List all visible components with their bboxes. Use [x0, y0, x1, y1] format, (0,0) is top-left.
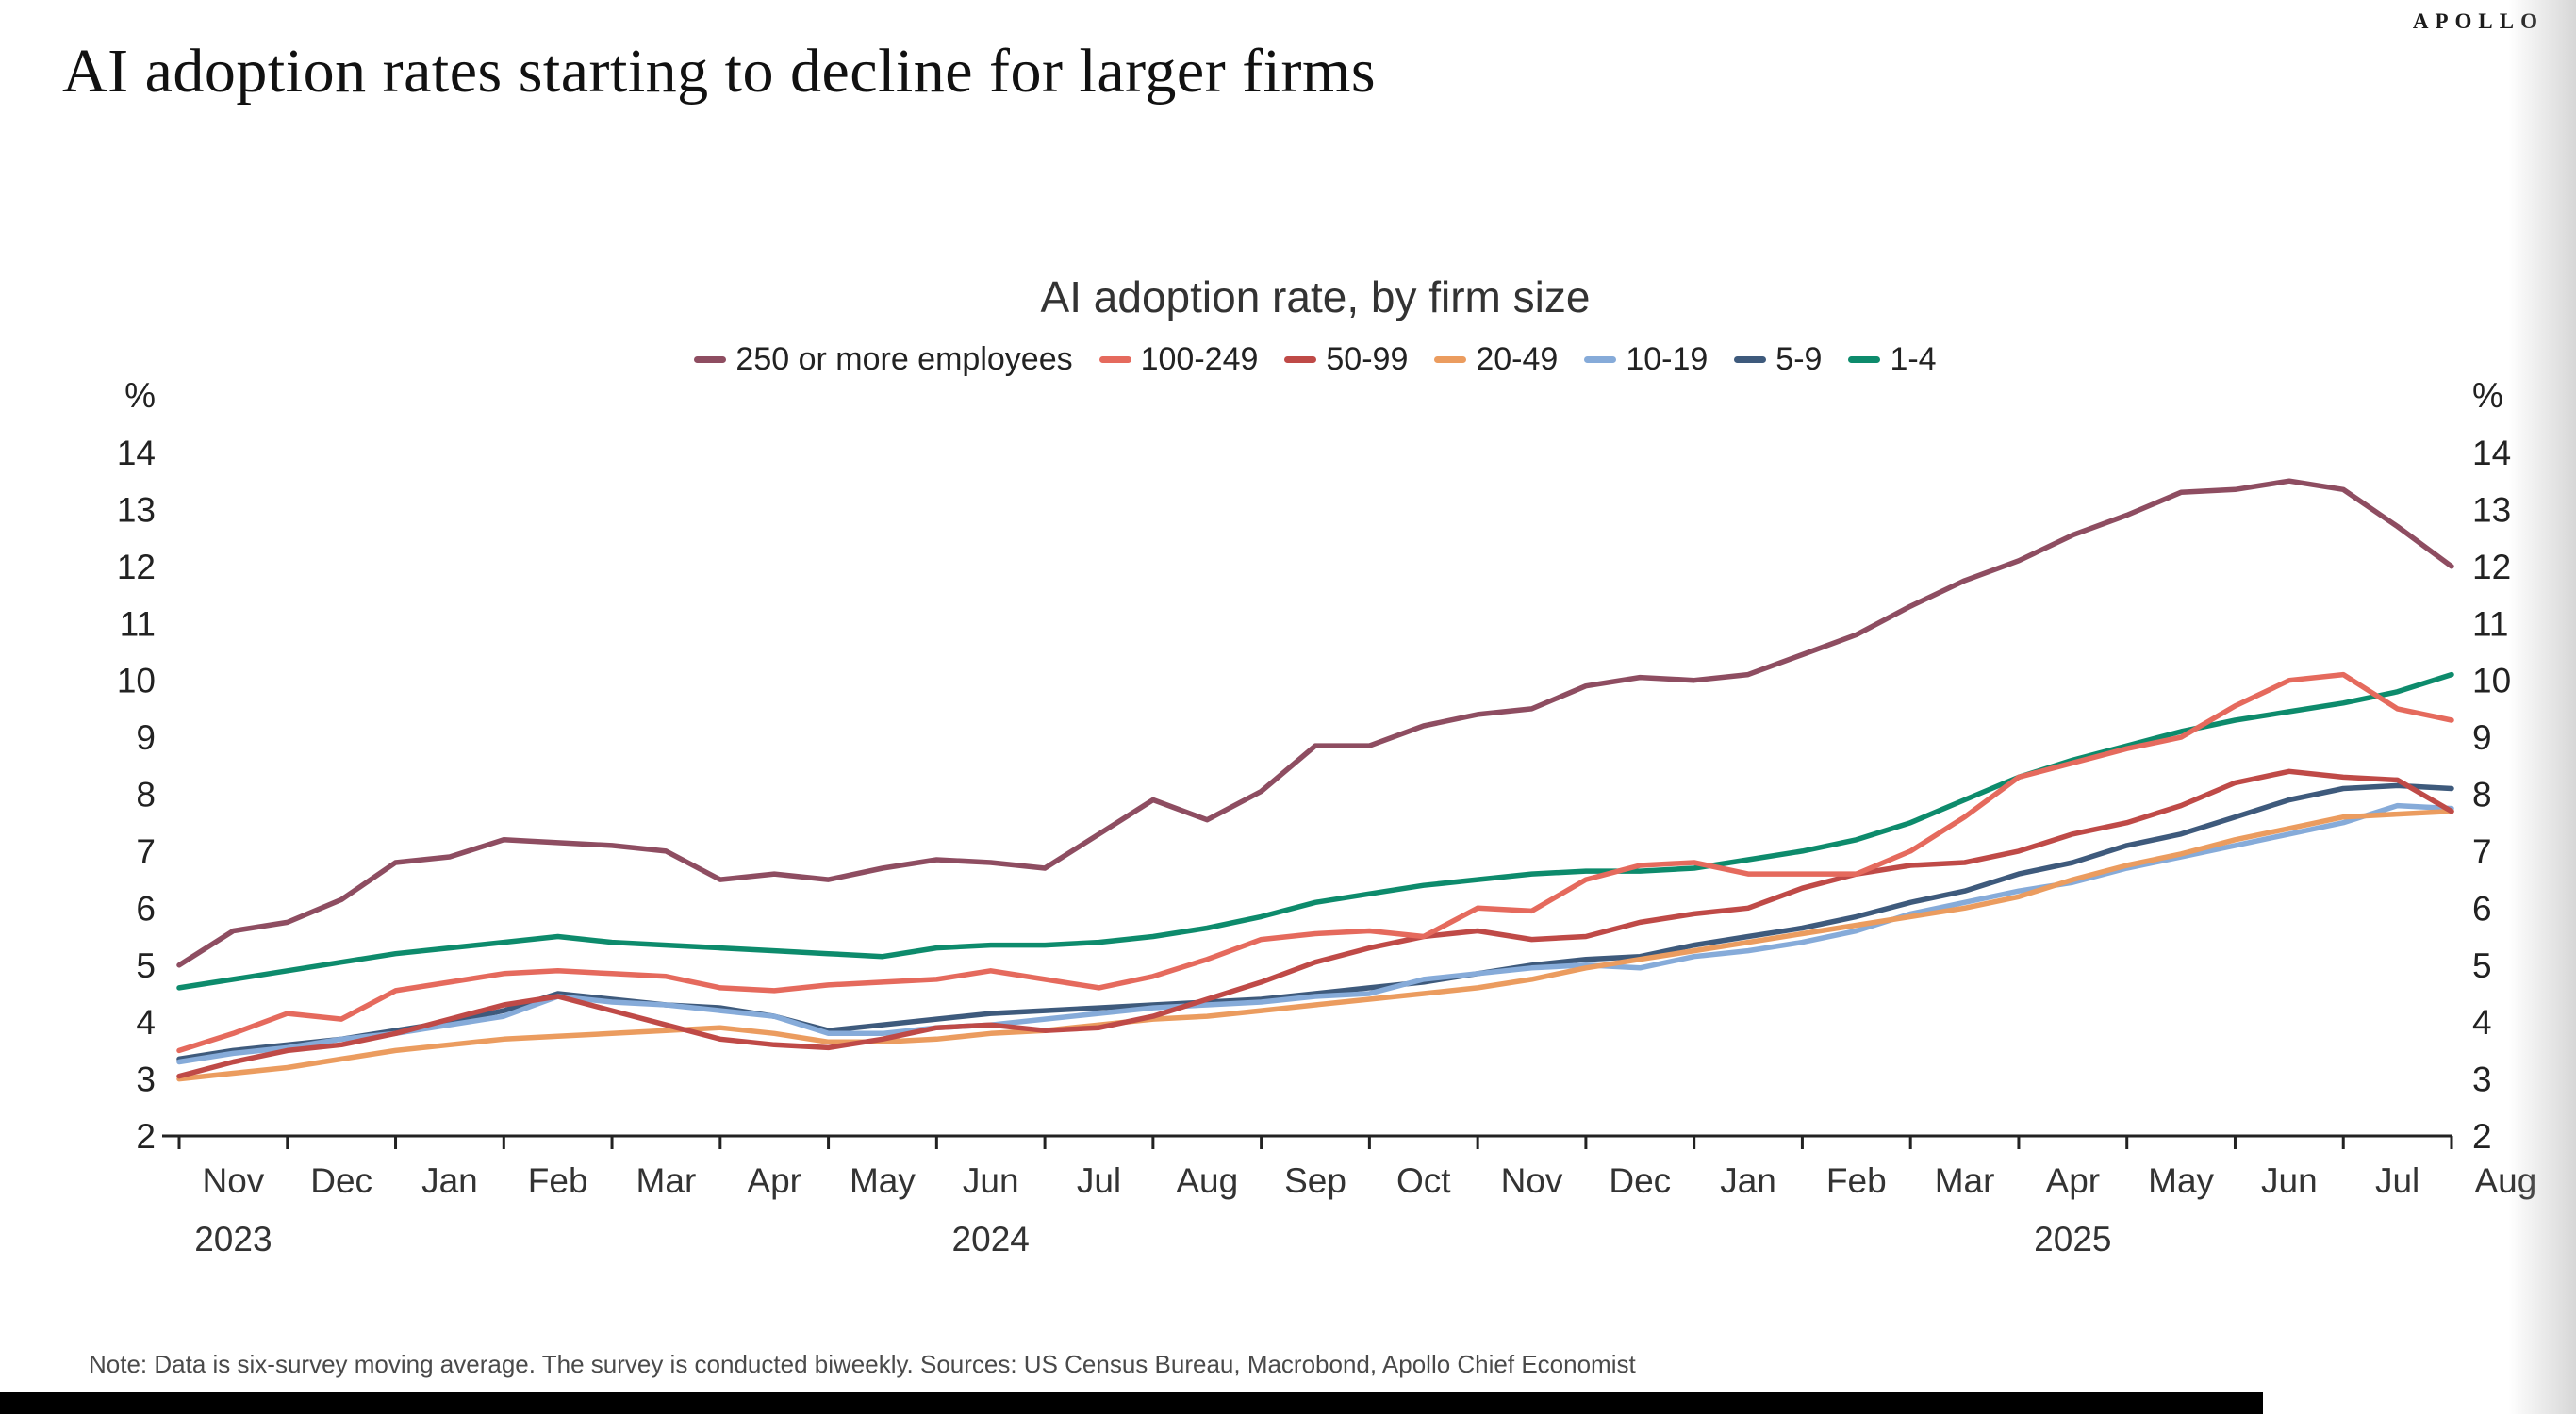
y-axis-label-right: 2	[2472, 1117, 2492, 1156]
x-axis-year-label: 2023	[194, 1220, 272, 1258]
y-axis-label-right: 8	[2472, 776, 2492, 814]
chart-title: AI adoption rate, by firm size	[1040, 272, 1591, 321]
legend-item: 50-99	[1284, 341, 1408, 378]
legend-swatch-icon	[1434, 356, 1467, 363]
y-axis-label-left: 12	[117, 548, 156, 586]
legend-swatch-icon	[1734, 356, 1767, 363]
series-line-250-or-more-employees	[176, 478, 2454, 968]
x-axis-year-label: 2024	[952, 1220, 1030, 1258]
legend-label: 250 or more employees	[735, 341, 1073, 377]
x-axis-month-label: Dec	[1609, 1161, 1671, 1200]
x-axis-month-label: Jul	[2375, 1161, 2419, 1200]
legend-label: 1-4	[1890, 341, 1937, 377]
legend-label: 100-249	[1140, 341, 1259, 377]
y-axis-label-right: 10	[2472, 662, 2511, 700]
x-axis-month-label: Feb	[528, 1161, 588, 1200]
x-axis-month-label: Jun	[963, 1161, 1019, 1200]
x-axis-month-label: Nov	[202, 1161, 264, 1200]
x-axis-month-label: Mar	[636, 1161, 697, 1200]
legend-swatch-icon	[694, 356, 727, 363]
y-axis-label-right: 9	[2472, 718, 2492, 757]
series-line-100-249	[176, 671, 2454, 1054]
y-axis-label-left: 4	[136, 1003, 156, 1042]
x-axis-month-label: Aug	[1176, 1161, 1238, 1200]
x-axis-month-label: Feb	[1826, 1161, 1887, 1200]
y-axis-label-right: 12	[2472, 548, 2511, 586]
legend-item: 250 or more employees	[694, 341, 1073, 378]
series-line-1-4	[176, 671, 2454, 991]
y-axis-label-left: 6	[136, 889, 156, 928]
x-axis-month-label: Jan	[1720, 1161, 1776, 1200]
x-axis-month-label: Oct	[1396, 1161, 1451, 1200]
bottom-bar	[0, 1392, 2263, 1414]
y-axis-label-right: 3	[2472, 1060, 2492, 1099]
x-axis-month-label: May	[2148, 1161, 2214, 1200]
y-axis-label-right: 14	[2472, 434, 2511, 472]
y-axis-unit-right: %	[2472, 376, 2503, 415]
x-axis-month-label: Mar	[1935, 1161, 1995, 1200]
y-axis-label-right: 4	[2472, 1003, 2492, 1042]
x-axis-month-label: Jan	[421, 1161, 478, 1200]
series-line-50-99	[176, 768, 2454, 1079]
legend-item: 1-4	[1848, 341, 1937, 378]
y-axis-label-left: 9	[136, 718, 156, 757]
legend-item: 20-49	[1434, 341, 1558, 378]
legend-item: 100-249	[1098, 341, 1259, 378]
y-axis-label-right: 5	[2472, 946, 2492, 985]
legend-swatch-icon	[1848, 356, 1881, 363]
y-axis-label-right: 6	[2472, 889, 2492, 928]
x-axis-month-label: Jun	[2261, 1161, 2318, 1200]
legend-label: 20-49	[1476, 341, 1559, 377]
y-axis-label-left: 3	[136, 1060, 156, 1099]
legend-label: 50-99	[1326, 341, 1409, 377]
series-line-5-9	[176, 782, 2454, 1062]
y-axis-label-left: 11	[120, 604, 156, 643]
y-axis-unit-left: %	[124, 376, 156, 415]
x-axis-month-label: Jul	[1077, 1161, 1121, 1200]
y-axis-label-right: 11	[2472, 604, 2508, 643]
chart-legend: 250 or more employees 100-249 50-99 20-49 10…	[179, 341, 2452, 378]
x-axis-month-label: May	[850, 1161, 916, 1200]
y-axis-label-left: 5	[136, 946, 156, 985]
y-axis-label-left: 14	[117, 434, 156, 472]
x-axis-month-label: Apr	[2046, 1161, 2101, 1200]
y-axis-label-right: 7	[2472, 832, 2492, 871]
y-axis-label-left: 10	[117, 662, 156, 700]
legend-swatch-icon	[1584, 356, 1617, 363]
y-axis-label-left: 7	[136, 832, 156, 871]
legend-label: 5-9	[1775, 341, 1823, 377]
page-title: AI adoption rates starting to decline fo…	[62, 37, 1377, 106]
x-axis-month-label: Dec	[310, 1161, 372, 1200]
source-note: Note: Data is six-survey moving average.…	[89, 1350, 1636, 1378]
x-axis-year-label: 2025	[2034, 1220, 2111, 1258]
y-axis-label-right: 13	[2472, 490, 2511, 529]
legend-item: 5-9	[1734, 341, 1822, 378]
y-axis-label-left: 13	[117, 490, 156, 529]
y-axis-label-left: 2	[136, 1117, 156, 1156]
x-axis-month-label: Sep	[1284, 1161, 1346, 1200]
right-edge-shadow	[2508, 0, 2576, 1414]
legend-swatch-icon	[1284, 356, 1317, 363]
legend-item: 10-19	[1584, 341, 1708, 378]
series-line-20-49	[176, 808, 2454, 1082]
legend-swatch-icon	[1098, 356, 1131, 363]
x-axis-month-label: Apr	[747, 1161, 801, 1200]
x-axis-month-label: Nov	[1501, 1161, 1563, 1200]
legend-label: 10-19	[1626, 341, 1709, 377]
y-axis-label-left: 8	[136, 776, 156, 814]
